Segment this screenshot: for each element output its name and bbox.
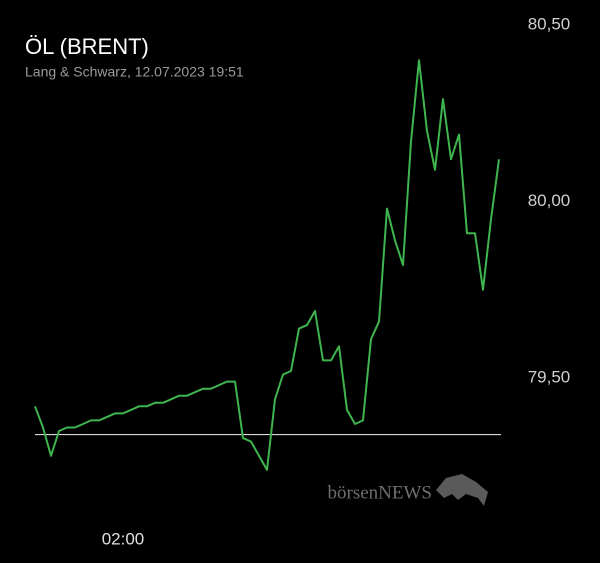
price-line: [34, 59, 500, 471]
watermark-icon: [436, 474, 488, 506]
y-tick-label: 80,00: [528, 191, 571, 210]
y-tick-label: 80,50: [528, 14, 571, 33]
chart-subtitle: Lang & Schwarz, 12.07.2023 19:51: [25, 64, 244, 80]
chart-title: ÖL (BRENT): [25, 34, 149, 59]
x-tick-label: 02:00: [102, 529, 145, 548]
y-tick-label: 79,50: [528, 368, 571, 387]
watermark: börsenNEWS: [328, 482, 432, 503]
